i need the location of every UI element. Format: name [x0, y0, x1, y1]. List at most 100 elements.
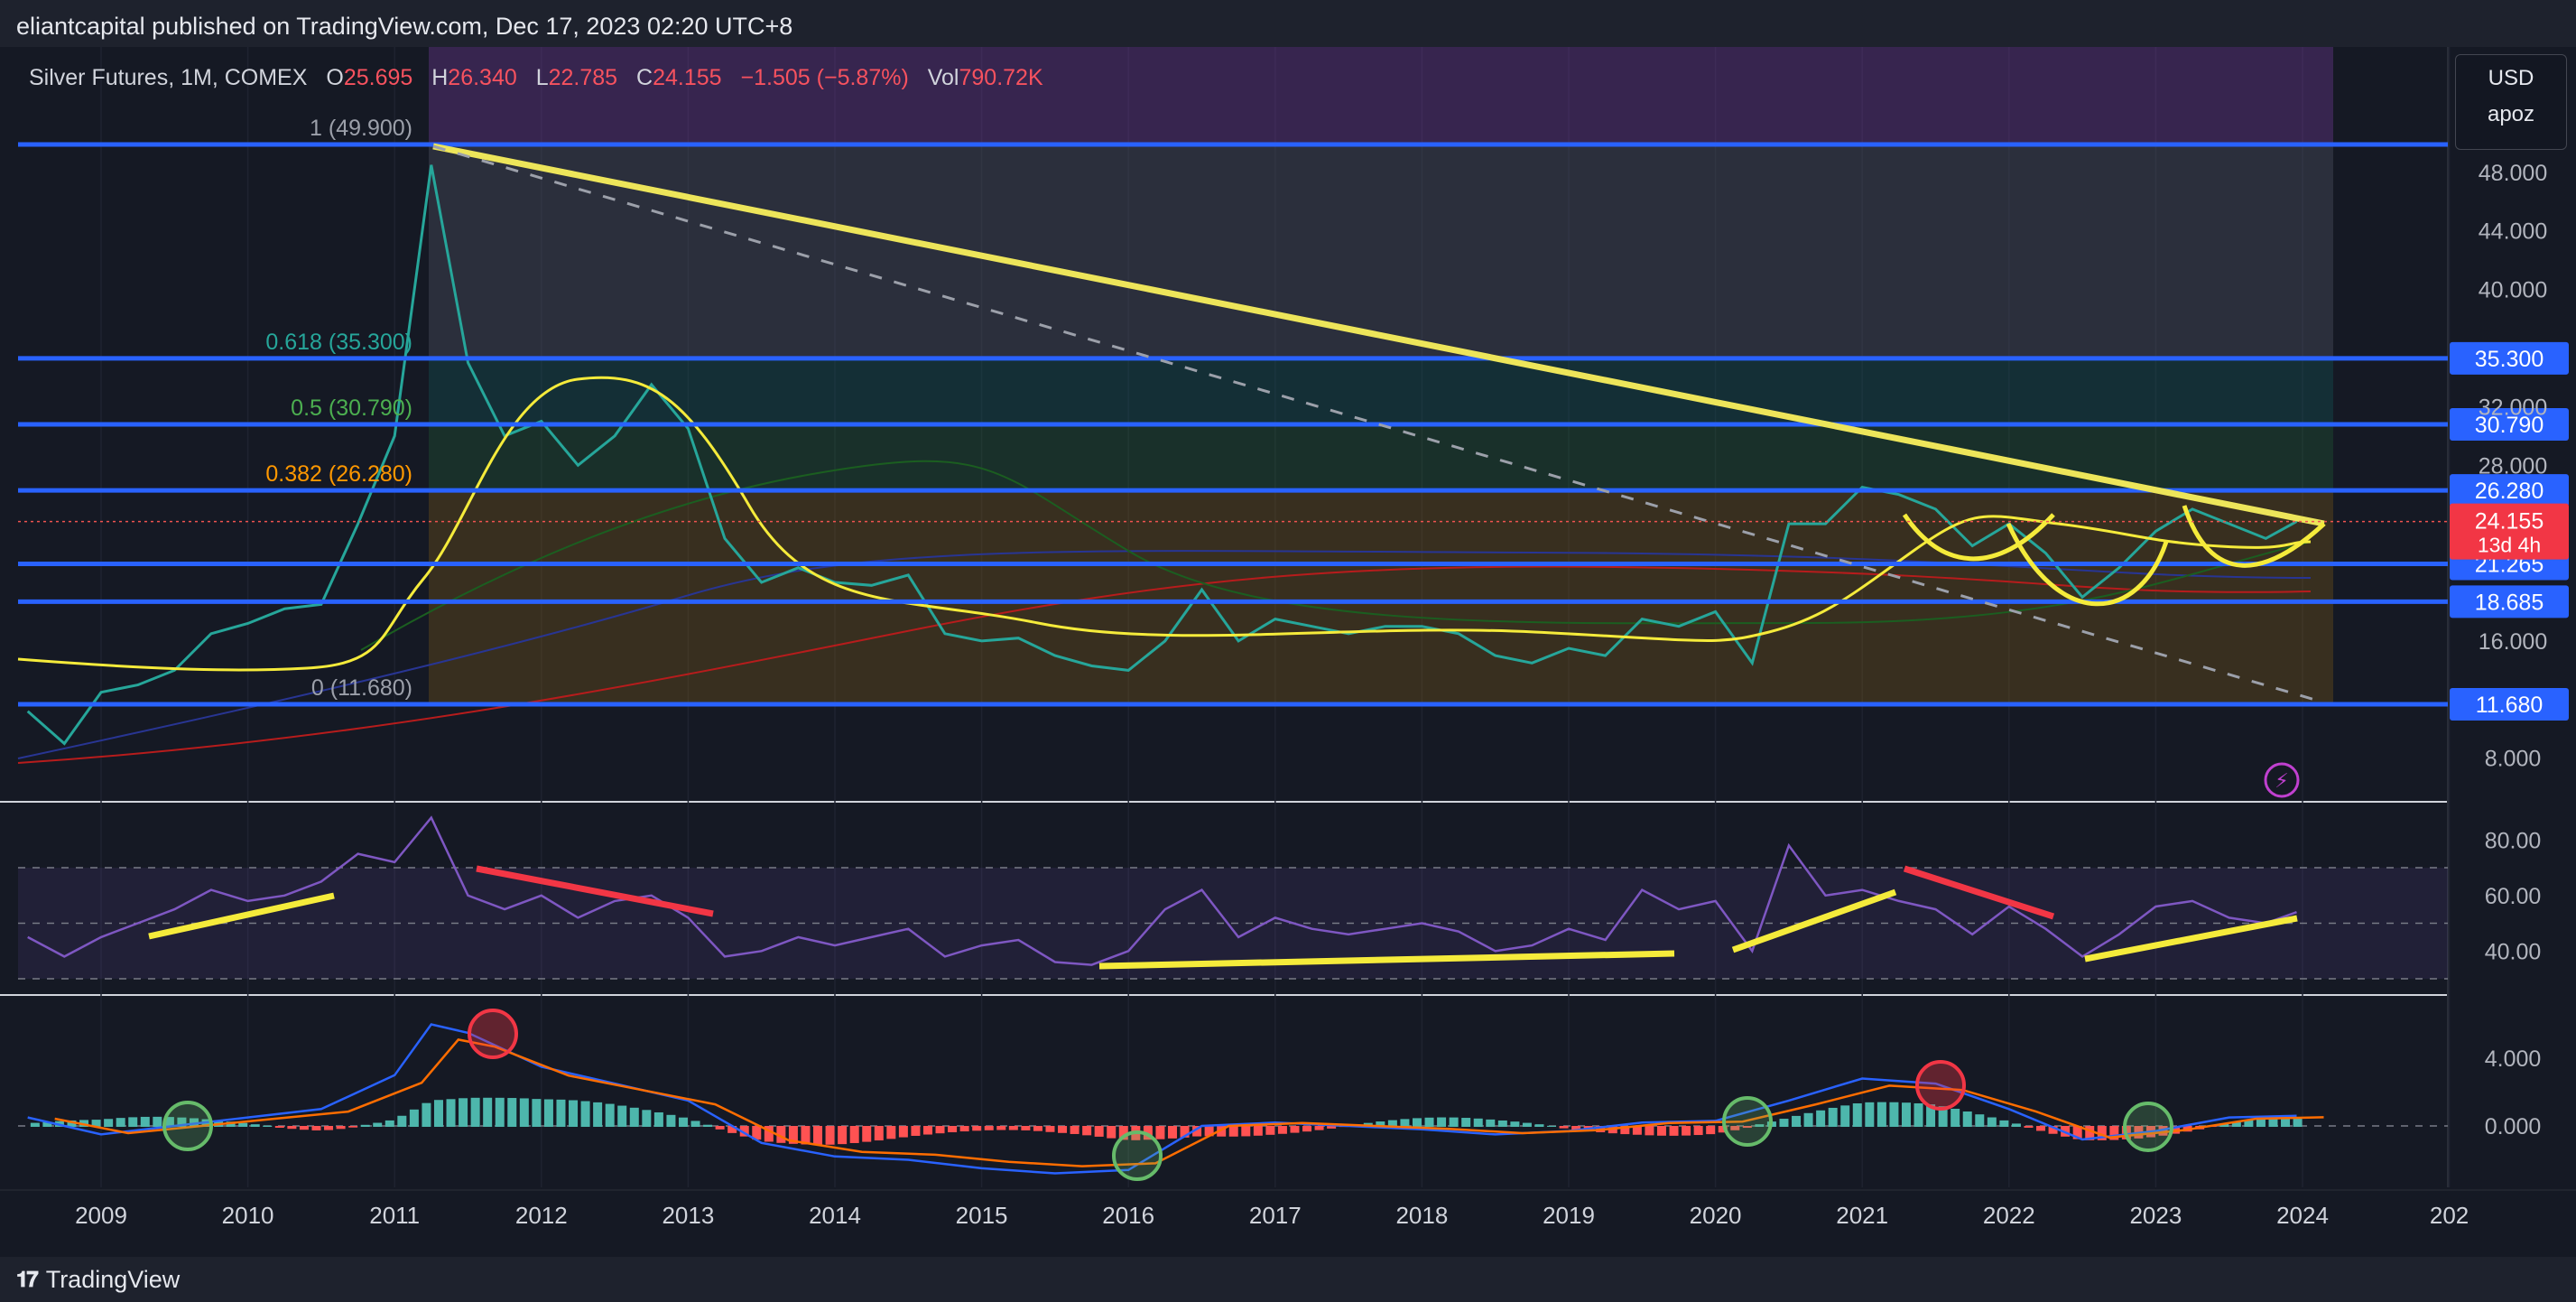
macd-histogram-bar — [1107, 1126, 1117, 1139]
macd-histogram-bar — [996, 1126, 1006, 1130]
macd-histogram-bar — [177, 1117, 187, 1127]
macd-histogram-bar — [1718, 1126, 1728, 1133]
macd-histogram-bar — [1253, 1126, 1263, 1136]
macd-histogram-bar — [1204, 1126, 1214, 1137]
rsi-axis-label: 40.00 — [2485, 939, 2542, 964]
macd-histogram-bar — [1437, 1117, 1447, 1127]
macd-histogram-bar — [543, 1099, 553, 1127]
macd-histogram-bar — [605, 1103, 615, 1127]
macd-histogram-bar — [373, 1122, 383, 1127]
macd-histogram-bar — [1620, 1126, 1630, 1135]
macd-histogram-bar — [1473, 1118, 1483, 1127]
macd-histogram-bar — [948, 1126, 958, 1133]
macd-histogram-bar — [1547, 1125, 1557, 1127]
ma-200-line — [17, 565, 2312, 764]
macd-histogram-bar — [569, 1100, 579, 1127]
macd-histogram-bar — [409, 1109, 419, 1127]
symbol-name: Silver Futures, 1M, COMEX — [29, 65, 308, 90]
macd-histogram-bar — [1803, 1112, 1813, 1127]
last-price-text: 24.155 — [2475, 509, 2544, 535]
time-axis-label: 2024 — [2276, 1202, 2329, 1229]
top-bar: eliantcapital published on TradingView.c… — [0, 0, 2576, 47]
scale-mode-label[interactable]: apoz — [2487, 102, 2535, 126]
fib-ratio-label: 0.5 (30.790) — [291, 395, 412, 421]
macd-histogram-bar — [1497, 1120, 1507, 1127]
macd-histogram-bar — [715, 1126, 725, 1130]
time-axis-label: 2011 — [369, 1202, 420, 1229]
macd-histogram-bar — [2072, 1126, 2082, 1139]
alert-icon — [2264, 762, 2300, 798]
macd-histogram-bar — [1645, 1126, 1654, 1136]
macd-histogram-bar — [507, 1098, 517, 1127]
macd-histogram-bar — [532, 1099, 542, 1127]
macd-histogram-bar — [1656, 1126, 1666, 1136]
fib-price-tag-text: 35.300 — [2475, 347, 2544, 372]
time-axis-label: 2021 — [1836, 1202, 1888, 1229]
macd-histogram-bar — [922, 1126, 932, 1135]
macd-histogram-bar — [2281, 1114, 2291, 1127]
macd-histogram-bar — [825, 1126, 835, 1145]
macd-histogram-bar — [690, 1121, 700, 1127]
brand-name: TradingView — [45, 1266, 181, 1293]
macd-histogram-bar — [1901, 1102, 1911, 1127]
macd-histogram-bar — [2171, 1126, 2181, 1134]
low-label: L — [535, 65, 549, 90]
time-axis-label: 2009 — [75, 1202, 127, 1229]
pattern-curve — [2182, 505, 2326, 568]
macd-histogram-bar — [1167, 1126, 1177, 1139]
high-label: H — [431, 65, 449, 90]
rsi-trendline — [1098, 950, 1675, 970]
symbol-legend[interactable]: Silver Futures, 1M, COMEX O25.695 H26.34… — [29, 65, 1043, 91]
macd-histogram-bar — [1045, 1126, 1055, 1132]
macd-histogram-bar — [678, 1117, 688, 1127]
macd-histogram-bar — [1118, 1126, 1128, 1140]
macd-histogram-bar — [1559, 1126, 1569, 1129]
price-axis-label: 44.000 — [2479, 219, 2547, 245]
fib-price-tag-text: 30.790 — [2475, 413, 2544, 438]
macd-histogram-bar — [935, 1126, 945, 1134]
macd-histogram-bar — [1730, 1126, 1740, 1130]
macd-histogram-bar — [1228, 1126, 1238, 1137]
macd-histogram-bar — [580, 1101, 590, 1127]
macd-histogram-bar — [2085, 1126, 2095, 1140]
rsi-axis-label: 80.00 — [2485, 828, 2542, 853]
macd-histogram-bar — [886, 1126, 896, 1139]
rsi-trendline — [476, 865, 714, 917]
last-price-tag — [2450, 503, 2569, 560]
macd-histogram-bar — [483, 1097, 493, 1127]
time-axis-label: 2012 — [515, 1202, 568, 1229]
macd-histogram-bar — [116, 1118, 125, 1127]
open-value: 25.695 — [343, 65, 413, 90]
price-axis-label: 48.000 — [2479, 161, 2547, 186]
macd-histogram-bar — [226, 1121, 236, 1127]
macd-histogram-bar — [642, 1110, 652, 1127]
macd-histogram-bar — [1999, 1120, 2009, 1127]
macd-histogram-bar — [629, 1107, 639, 1127]
time-axis-label: 2013 — [662, 1202, 714, 1229]
macd-histogram-bar — [1400, 1119, 1410, 1127]
macd-axis-label: 0.000 — [2485, 1114, 2542, 1139]
signal-circle — [468, 1009, 518, 1059]
currency-label[interactable]: USD — [2488, 66, 2534, 90]
macd-histogram-bar — [1876, 1102, 1886, 1127]
price-axis-label: 28.000 — [2479, 453, 2547, 479]
macd-histogram-bar — [140, 1116, 150, 1127]
macd-histogram-bar — [1951, 1108, 1960, 1127]
macd-histogram-bar — [360, 1124, 370, 1127]
macd-histogram-bar — [250, 1124, 260, 1127]
macd-histogram-bar — [397, 1115, 407, 1127]
macd-histogram-bar — [519, 1098, 529, 1127]
macd-histogram-bar — [813, 1126, 823, 1145]
rsi-trendline — [1731, 888, 1897, 953]
countdown-text: 13d 4h — [2478, 534, 2541, 557]
brand[interactable]: 𝟏𝟕 TradingView — [16, 1266, 180, 1294]
macd-histogram-bar — [2048, 1126, 2058, 1134]
macd-histogram-bar — [1277, 1126, 1287, 1134]
low-value: 22.785 — [548, 65, 618, 90]
macd-histogram-bar — [838, 1126, 848, 1145]
scale-unit-box[interactable]: USD apoz — [2455, 54, 2567, 150]
fib-ratio-label: 0.618 (35.300) — [265, 330, 412, 355]
chart-area[interactable] — [0, 47, 2576, 1257]
time-axis-label: 2017 — [1249, 1202, 1302, 1229]
